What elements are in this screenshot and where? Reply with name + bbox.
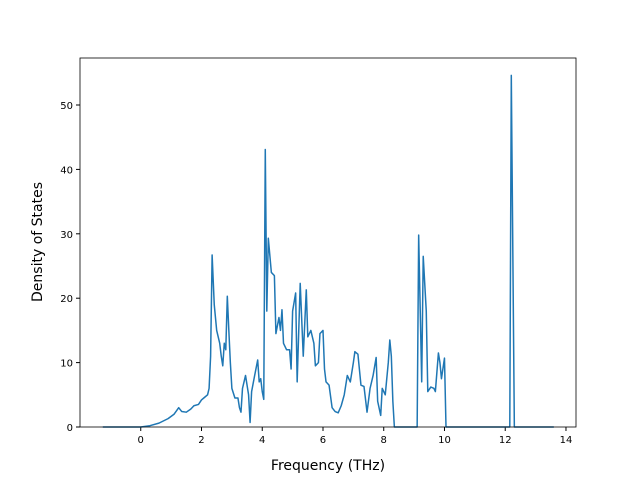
y-tick-label: 0 bbox=[67, 423, 73, 434]
x-tick-label: 0 bbox=[138, 435, 144, 446]
x-tick-label: 4 bbox=[259, 435, 265, 446]
plot-frame bbox=[79, 57, 577, 428]
y-tick-label: 50 bbox=[60, 101, 73, 112]
y-tick-label: 10 bbox=[60, 359, 73, 370]
y-tick-label: 20 bbox=[60, 294, 73, 305]
x-tick-label: 6 bbox=[320, 435, 326, 446]
x-tick-label: 12 bbox=[499, 435, 512, 446]
x-tick-label: 2 bbox=[198, 435, 204, 446]
y-tick-label: 30 bbox=[60, 230, 73, 241]
data-line bbox=[102, 74, 554, 428]
x-axis-label: Frequency (THz) bbox=[271, 458, 385, 474]
x-tick-label: 8 bbox=[381, 435, 387, 446]
y-axis-label: Density of States bbox=[30, 182, 46, 302]
x-tick-label: 14 bbox=[560, 435, 573, 446]
y-tick-label: 40 bbox=[60, 165, 73, 176]
x-tick-label: 10 bbox=[438, 435, 451, 446]
